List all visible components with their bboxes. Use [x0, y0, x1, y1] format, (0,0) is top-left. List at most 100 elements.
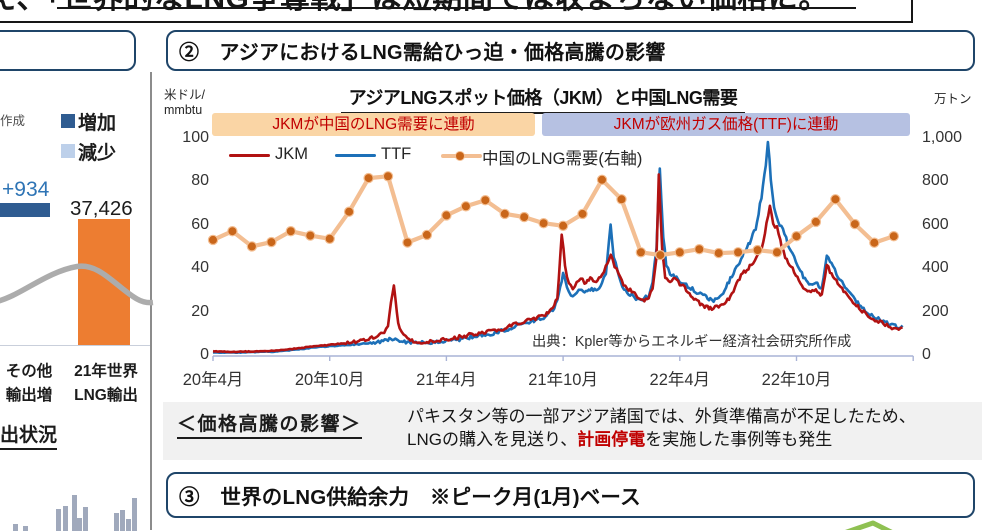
china-demand-marker — [713, 247, 724, 259]
impact-band — [163, 402, 982, 460]
legend-china-marker — [455, 151, 465, 161]
china-demand-marker — [499, 208, 510, 220]
section3-header-box: ③ 世界のLNG供給余力 ※ピーク月(1月)ベース — [166, 472, 975, 518]
china-demand-marker — [363, 172, 374, 184]
impact-line2-pre: LNGの購入を見送り、 — [407, 429, 578, 449]
section2-title: ② アジアにおけるLNG需給ひっ迫・価格高騰の影響 — [179, 42, 666, 64]
china-demand-marker — [557, 220, 569, 231]
green-chevron-shape — [845, 520, 893, 530]
mini-bar — [132, 498, 138, 531]
china-demand-marker — [519, 211, 530, 223]
x-axis-tick-label: 21年10月 — [528, 371, 598, 389]
right-axis-tick-label: 600 — [922, 215, 949, 233]
left-axis-unit-line1: 米ドル/ — [164, 88, 205, 102]
right-axis-tick-label: 800 — [922, 172, 949, 190]
top-banner-text-plain: え、 — [0, 0, 47, 15]
bar-delta-label: +934 — [2, 178, 50, 201]
ttf-line — [213, 140, 904, 355]
lng-price-chart-plot — [207, 140, 914, 361]
section1-header-box — [0, 30, 136, 71]
right-axis-tick-label: 400 — [922, 259, 949, 277]
china-demand-line — [212, 174, 895, 258]
category2-label-line1: 21年世界 — [74, 363, 138, 380]
china-demand-marker — [810, 216, 822, 228]
left-axis-unit-line2: mmbtu — [164, 103, 203, 117]
legend-ttf-swatch — [335, 154, 376, 158]
impact-line2-post: を実施した事例等も発生 — [645, 429, 833, 449]
gray-trend-curve — [0, 263, 154, 306]
right-axis-tick-label: 1,000 — [922, 129, 963, 146]
left-chart-axis — [0, 344, 150, 346]
china-demand-marker — [266, 236, 277, 248]
china-demand-marker — [538, 217, 549, 229]
china-demand-marker — [694, 243, 705, 255]
china-demand-marker — [343, 206, 355, 217]
china-demand-marker — [732, 247, 744, 258]
china-demand-marker — [227, 225, 238, 237]
x-axis-tick-label: 20年4月 — [182, 371, 244, 389]
x-axis-tick-label: 22年10月 — [761, 371, 832, 389]
total-value-label: 37,426 — [70, 197, 133, 220]
china-demand-marker — [849, 218, 861, 230]
total-bar — [78, 219, 130, 345]
china-demand-marker — [869, 237, 880, 248]
china-demand-marker — [402, 237, 413, 248]
china-demand-marker — [674, 247, 686, 258]
china-demand-marker — [305, 230, 316, 241]
legend-increase-swatch — [61, 114, 75, 128]
x-axis-tick-label: 20年10月 — [294, 371, 365, 389]
china-demand-marker — [441, 210, 452, 221]
annotation-jkm-ttf: JKMが欧州ガス価格(TTF)に連動 — [542, 112, 910, 136]
legend-decrease-swatch — [61, 144, 75, 158]
left-axis-tick-label: 60 — [191, 215, 209, 233]
china-demand-marker — [285, 225, 296, 237]
x-axis-tick-label: 22年4月 — [649, 371, 711, 389]
china-demand-marker — [771, 247, 783, 258]
mini-bar — [114, 513, 120, 531]
increase-bar — [0, 203, 50, 217]
left-axis-tick-label: 80 — [191, 172, 209, 190]
china-demand-marker — [616, 194, 627, 205]
china-demand-marker — [635, 247, 647, 258]
china-demand-marker — [382, 171, 394, 182]
legend-china-label: 中国のLNG需要(右軸) — [482, 150, 643, 168]
legend-jkm-label: JKM — [275, 145, 308, 163]
impact-heading: ＜価格高騰の影響＞ — [177, 409, 362, 439]
left-axis-tick-label: 40 — [191, 259, 209, 277]
left-axis-tick-label: 100 — [182, 129, 209, 146]
china-demand-marker — [480, 194, 491, 206]
mini-bar — [120, 510, 126, 531]
section2-header-box: ② アジアにおけるLNG需給ひっ迫・価格高騰の影響 — [166, 30, 975, 71]
legend-increase-label: 増加 — [78, 113, 117, 134]
right-axis-tick-label: 200 — [922, 302, 949, 320]
impact-line1: パキスタン等の一部アジア諸国では、外貨準備高が不足したため、 — [407, 407, 916, 426]
category1-label-line2: 輸出増 — [5, 387, 53, 404]
right-axis-unit: 万トン — [934, 92, 972, 106]
left-section-heading: 出状況 — [0, 420, 58, 450]
mini-bar — [83, 507, 89, 531]
chart-source-note: 出典：Kpler等からエネルギー経済社会研究所作成 — [532, 334, 852, 350]
china-demand-marker — [791, 230, 802, 242]
left-axis-unit: 米ドル/mmbtu — [164, 88, 205, 118]
left-source-note: 作成 — [0, 114, 26, 128]
legend-ttf-label: TTF — [381, 145, 412, 163]
mini-bar — [63, 506, 69, 531]
right-axis-tick-label: 0 — [922, 346, 931, 363]
mini-bar — [56, 509, 62, 531]
category2-label-line2: LNG輸出 — [74, 387, 138, 404]
mini-bar — [126, 519, 132, 531]
top-banner-underline — [57, 7, 856, 10]
x-axis-tick-label: 21年4月 — [416, 371, 477, 389]
mini-bar — [13, 524, 19, 531]
annotation-jkm-china: JKMが中国のLNG需要に連動 — [212, 112, 535, 136]
china-demand-marker — [324, 233, 335, 244]
legend-jkm-swatch — [229, 154, 270, 158]
left-axis-tick-label: 0 — [200, 346, 209, 363]
jkm-line — [212, 173, 903, 354]
category1-label-line1: その他 — [5, 363, 53, 380]
legend-decrease-label: 減少 — [78, 143, 117, 164]
china-demand-marker — [596, 174, 608, 185]
china-demand-marker — [421, 229, 433, 241]
mini-bar — [77, 518, 83, 531]
